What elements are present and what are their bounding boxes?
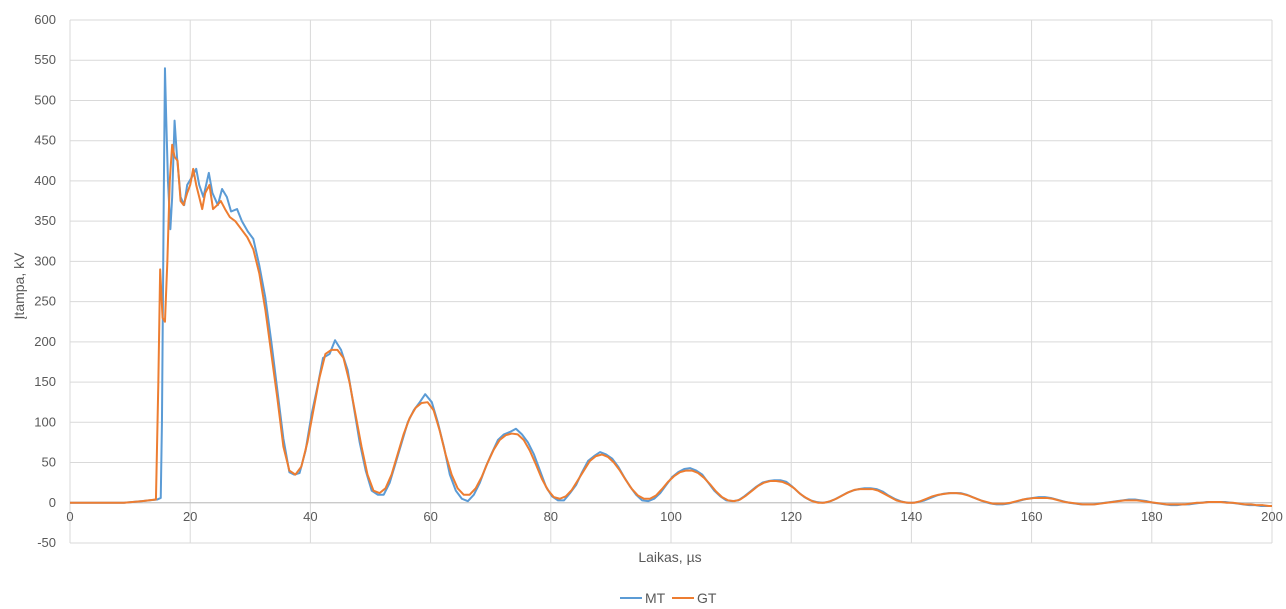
y-tick-label: 450 xyxy=(34,133,56,148)
y-tick-label: 600 xyxy=(34,12,56,27)
y-tick-label: 100 xyxy=(34,414,56,429)
y-tick-label: 500 xyxy=(34,92,56,107)
x-tick-label: 40 xyxy=(303,509,317,524)
y-tick-label: 200 xyxy=(34,334,56,349)
tick-labels: 0 20 40 60 80 100 120 140 160 180 200 -50 0 50 100 150 2… xyxy=(34,12,1283,550)
x-tick-label: 120 xyxy=(780,509,802,524)
x-axis-title: Laikas, µs xyxy=(638,549,701,565)
y-tick-label: 300 xyxy=(34,253,56,268)
legend-label-mt: MT xyxy=(645,590,666,604)
y-tick-label: 150 xyxy=(34,374,56,389)
x-tick-label: 160 xyxy=(1021,509,1043,524)
y-tick-label: -50 xyxy=(37,535,56,550)
gridlines xyxy=(69,19,1273,544)
y-axis-title: Įtampa, kV xyxy=(11,252,27,320)
y-tick-label: 0 xyxy=(49,495,56,510)
series-line-gt xyxy=(70,143,1272,507)
series-lines xyxy=(70,67,1272,507)
x-tick-label: 180 xyxy=(1141,509,1163,524)
x-tick-label: 200 xyxy=(1261,509,1283,524)
x-tick-label: 100 xyxy=(660,509,682,524)
legend: MT GT xyxy=(620,590,717,606)
x-tick-label: 140 xyxy=(901,509,923,524)
x-tick-label: 80 xyxy=(544,509,558,524)
x-tick-label: 60 xyxy=(423,509,437,524)
x-tick-label: 20 xyxy=(183,509,197,524)
y-tick-label: 250 xyxy=(34,294,56,309)
y-tick-label: 350 xyxy=(34,213,56,228)
y-tick-label: 400 xyxy=(34,173,56,188)
y-tick-label: 50 xyxy=(42,455,56,470)
y-tick-label: 550 xyxy=(34,52,56,67)
legend-label-gt: GT xyxy=(697,590,717,604)
x-tick-label: 0 xyxy=(66,509,73,524)
